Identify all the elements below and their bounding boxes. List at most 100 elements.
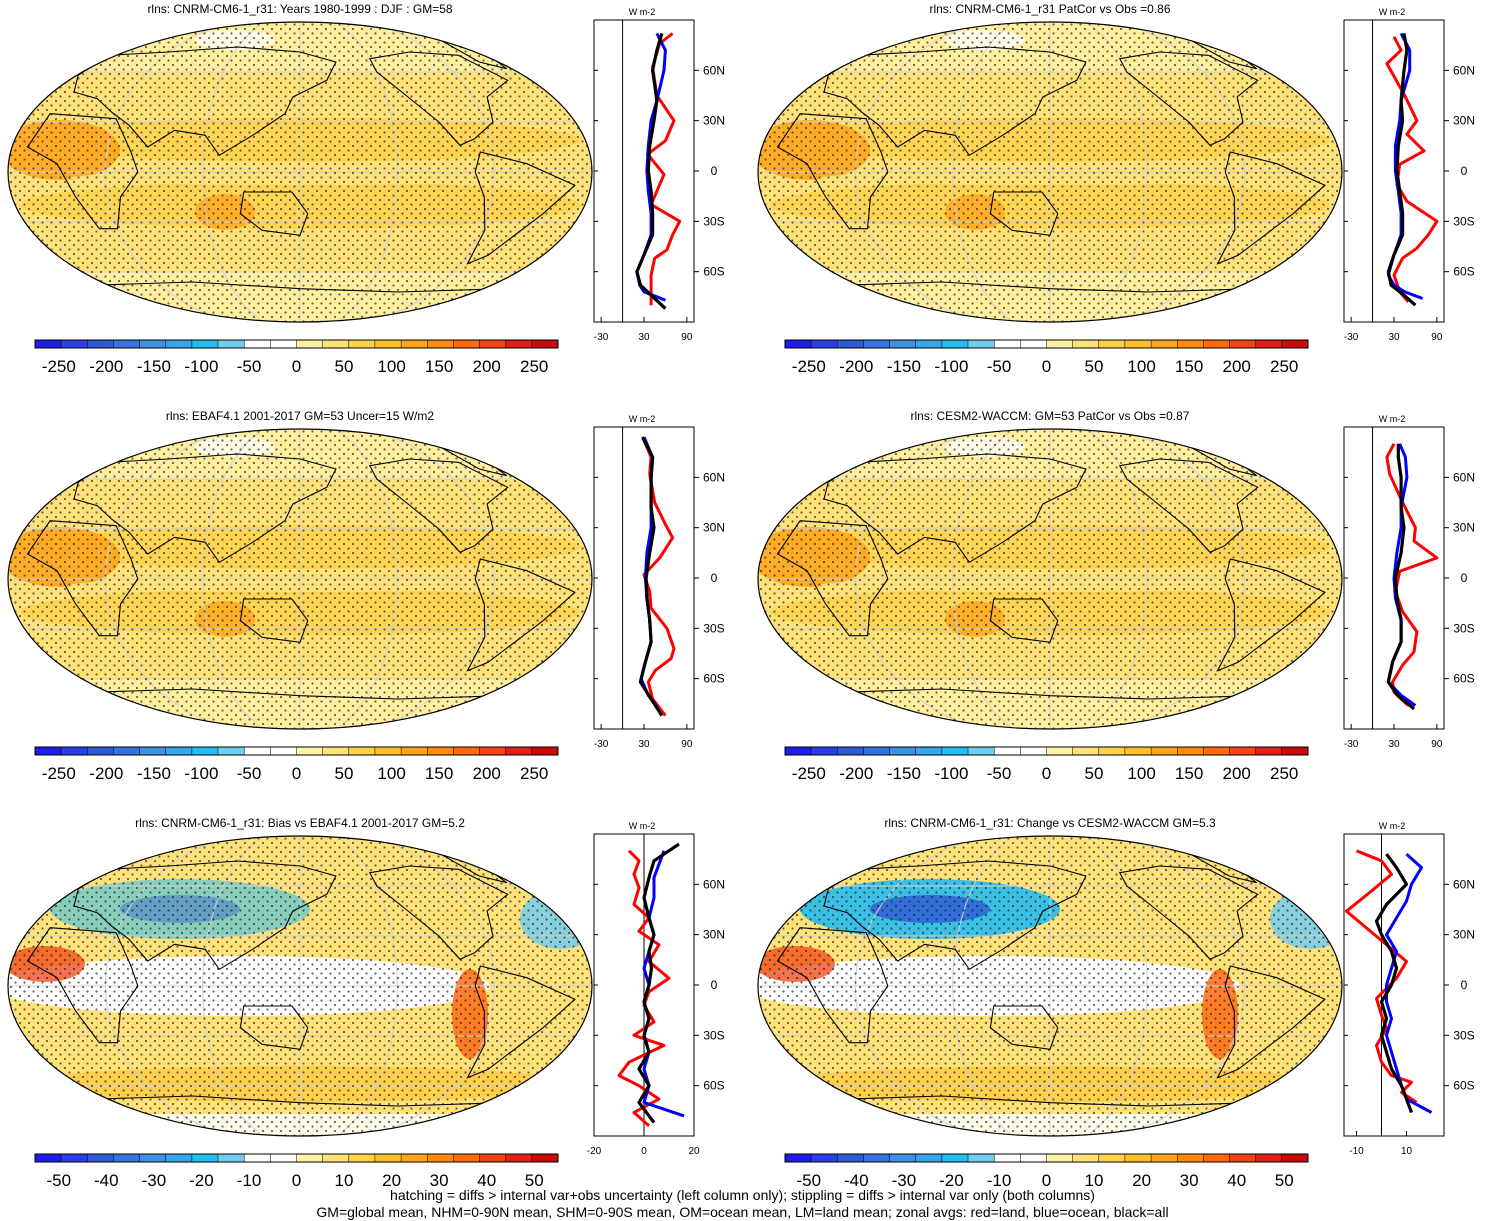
colorbar-swatch	[374, 1153, 402, 1163]
colorbar-swatch	[1072, 1153, 1100, 1163]
colorbar-swatch	[60, 339, 88, 349]
zonal-series-all	[1374, 853, 1413, 1114]
colorbar-tick-label: -10	[987, 1171, 1012, 1190]
colorbar-swatch	[60, 746, 88, 756]
colorbar-tick-label: -50	[797, 1171, 822, 1190]
zonal-unit-label: W m-2	[1379, 7, 1406, 17]
colorbar-swatch	[1124, 339, 1152, 349]
colorbar-tick-label: 150	[1175, 764, 1203, 783]
panel-ebaf-obs: rlns: EBAF4.1 2001-2017 GM=53 Uncer=15 W…	[0, 407, 740, 807]
zonal-lat-label: 60S	[703, 1079, 724, 1093]
colorbar-swatch	[400, 339, 428, 349]
colorbar-tick-label: 250	[1270, 764, 1298, 783]
zonal-lat-label: 30S	[1453, 1028, 1474, 1042]
colorbar-swatch	[139, 339, 167, 349]
colorbar: -250 -200 -150 -100 -50 0 50 100 150 200 250	[34, 746, 559, 783]
colorbar-swatch	[863, 1153, 891, 1163]
zonal-series-land	[641, 436, 676, 717]
colorbar-tick-label: 40	[477, 1171, 496, 1190]
colorbar-tick-label: 50	[1085, 357, 1104, 376]
colorbar-swatch	[1203, 1153, 1231, 1163]
colorbar-swatch	[1281, 746, 1309, 756]
colorbar-swatch	[1229, 339, 1257, 349]
colorbar-swatch	[374, 746, 402, 756]
colorbar-tick-label: -200	[839, 764, 873, 783]
colorbar-tick-label: 50	[1275, 1171, 1294, 1190]
colorbar-tick-label: 200	[473, 764, 501, 783]
colorbar-swatch	[427, 1153, 454, 1163]
panel-title: rlns: CNRM-CM6-1_r31: Change vs CESM2-WA…	[884, 816, 1216, 830]
world-map	[7, 428, 593, 730]
zonal-x-tick-label: -30	[594, 332, 609, 343]
zonal-lat-label: 60S	[703, 672, 724, 686]
colorbar-swatch	[296, 339, 324, 349]
colorbar-swatch	[810, 339, 838, 349]
zonal-lat-label: 60S	[1453, 1079, 1474, 1093]
zonal-x-tick-label: 90	[681, 332, 693, 343]
zonal-x-tick-label: -20	[587, 1146, 602, 1157]
colorbar-swatch	[784, 746, 812, 756]
colorbar-tick-label: 100	[1127, 357, 1155, 376]
colorbar-swatch	[348, 339, 376, 349]
zonal-lat-label: 0	[1461, 164, 1468, 178]
colorbar-tick-label: 40	[1227, 1171, 1246, 1190]
zonal-lat-label: 60S	[703, 265, 724, 279]
zonal-mean-plot: W m-2 60N 30N 0 30S 60S -30 30 90	[1343, 7, 1475, 343]
colorbar-swatch	[1150, 339, 1178, 349]
world-map	[757, 835, 1343, 1137]
colorbar-tick-label: 150	[425, 764, 453, 783]
colorbar-swatch	[1177, 339, 1204, 349]
colorbar-swatch	[348, 746, 376, 756]
colorbar-swatch	[1229, 746, 1257, 756]
colorbar-swatch	[479, 339, 507, 349]
colorbar-tick-label: 0	[1042, 357, 1051, 376]
colorbar-swatch	[243, 746, 271, 756]
zonal-lat-label: 0	[1461, 978, 1468, 992]
colorbar-swatch	[1255, 339, 1283, 349]
colorbar-swatch	[810, 1153, 838, 1163]
colorbar-tick-label: -200	[89, 357, 123, 376]
colorbar-swatch	[967, 339, 995, 349]
zonal-lat-label: 30S	[1453, 214, 1474, 228]
colorbar-swatch	[1177, 1153, 1204, 1163]
colorbar-tick-label: -200	[839, 357, 873, 376]
colorbar-tick-label: -50	[47, 1171, 72, 1190]
colorbar-tick-label: 200	[473, 357, 501, 376]
colorbar-swatch	[1020, 746, 1048, 756]
colorbar-swatch	[296, 1153, 324, 1163]
zonal-lat-label: 0	[711, 571, 718, 585]
colorbar-tick-label: 0	[292, 357, 301, 376]
zonal-x-tick-label: 10	[1401, 1146, 1413, 1157]
zonal-lat-label: 30S	[703, 621, 724, 635]
colorbar-swatch	[113, 339, 141, 349]
colorbar-tick-label: -100	[184, 764, 218, 783]
colorbar-swatch	[1124, 746, 1152, 756]
colorbar-tick-label: -10	[237, 1171, 262, 1190]
colorbar-tick-label: 150	[425, 357, 453, 376]
colorbar-swatch	[1046, 1153, 1074, 1163]
colorbar-swatch	[967, 746, 995, 756]
colorbar-swatch	[837, 339, 864, 349]
colorbar-tick-label: 100	[377, 764, 405, 783]
colorbar-tick-label: -150	[887, 357, 921, 376]
colorbar-swatch	[1072, 746, 1100, 756]
colorbar-tick-label: -50	[987, 357, 1012, 376]
colorbar-tick-label: 0	[292, 764, 301, 783]
colorbar: -50 -40 -30 -20 -10 0 10 20 30 40 50	[34, 1153, 559, 1190]
colorbar-swatch	[191, 1153, 219, 1163]
colorbar-swatch	[941, 1153, 969, 1163]
colorbar-tick-label: 10	[335, 1171, 354, 1190]
colorbar-swatch	[453, 746, 481, 756]
zonal-lat-label: 30S	[703, 1028, 724, 1042]
colorbar-tick-label: 0	[1042, 764, 1051, 783]
colorbar-tick-label: 20	[1132, 1171, 1151, 1190]
zonal-unit-label: W m-2	[1379, 414, 1406, 424]
zonal-lat-label: 0	[711, 164, 718, 178]
colorbar-swatch	[139, 1153, 167, 1163]
colorbar-swatch	[374, 339, 402, 349]
zonal-lat-label: 30N	[703, 521, 725, 535]
panel-title: rlns: CNRM-CM6-1_r31: Years 1980-1999 : …	[147, 2, 453, 16]
colorbar-swatch	[165, 746, 193, 756]
zonal-lat-label: 30N	[1453, 114, 1475, 128]
colorbar: -50 -40 -30 -20 -10 0 10 20 30 40 50	[784, 1153, 1309, 1190]
